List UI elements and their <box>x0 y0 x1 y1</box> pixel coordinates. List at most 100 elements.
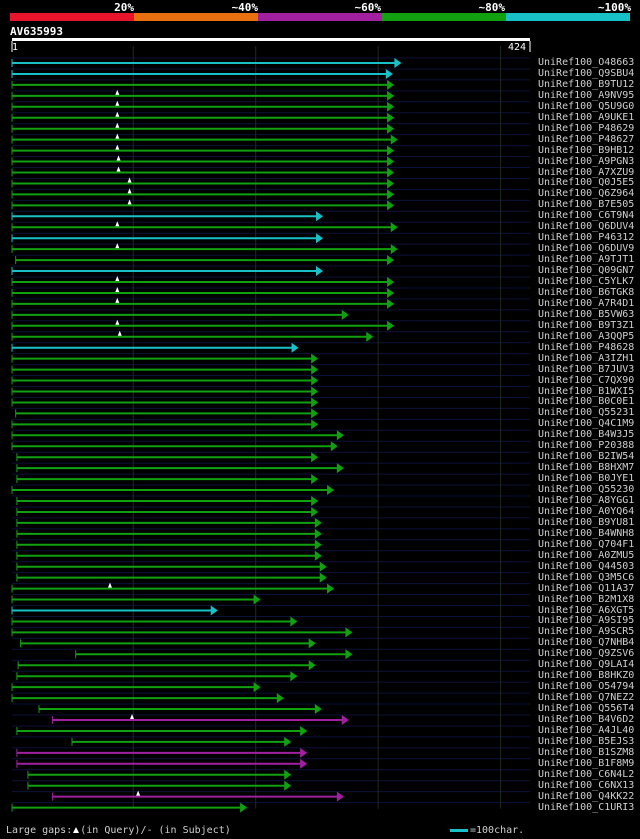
hit-label[interactable]: UniRef100_A8YGG1 <box>538 495 635 506</box>
hit-label[interactable]: UniRef100_Q6DUV9 <box>538 243 635 255</box>
query-gap-marker <box>127 188 132 194</box>
hit-label[interactable]: UniRef100_A9SI95 <box>538 615 635 627</box>
hit-arrow-head <box>327 583 335 594</box>
hit-label[interactable]: UniRef100_A3IZH1 <box>538 352 635 364</box>
hit-label[interactable]: UniRef100_Q7NHB4 <box>538 637 635 649</box>
band-color-40 <box>134 13 258 21</box>
hit-label[interactable]: UniRef100_Q55231 <box>538 407 635 419</box>
hit-label[interactable]: UniRef100_A9UKE1 <box>538 111 635 123</box>
band-color-60 <box>258 13 382 21</box>
hit-label[interactable]: UniRef100_Q55230 <box>538 484 635 496</box>
hit-label[interactable]: UniRef100_Q44503 <box>538 560 635 572</box>
hit-label[interactable]: UniRef100_Q3M5C6 <box>538 571 635 583</box>
band-label-80: ~80% <box>478 1 506 14</box>
query-gap-marker <box>130 714 135 719</box>
hit-label[interactable]: UniRef100_B0C0E1 <box>538 396 635 408</box>
hit-label[interactable]: UniRef100_B4W3J5 <box>538 429 635 441</box>
hit-label[interactable]: UniRef100_Q7NEZ2 <box>538 692 635 704</box>
hit-label[interactable]: UniRef100_C6NX13 <box>538 779 635 791</box>
hit-arrow-head <box>316 233 324 244</box>
query-gap-marker <box>115 243 120 249</box>
hit-arrow-head <box>387 123 395 134</box>
hit-label[interactable]: UniRef100_Q6Z964 <box>538 188 635 200</box>
hit-label[interactable]: UniRef100_B9HB12 <box>538 144 635 156</box>
hit-arrow-head <box>316 266 324 277</box>
hit-label[interactable]: UniRef100_A9PGN3 <box>538 155 635 167</box>
hit-label[interactable]: UniRef100_Q09GN7 <box>538 265 635 277</box>
hit-label[interactable]: UniRef100_Q11A37 <box>538 582 635 594</box>
hit-label[interactable]: UniRef100_C5YLK7 <box>538 276 635 287</box>
hit-arrow-head <box>336 430 344 441</box>
hit-label[interactable]: UniRef100_A9TJT1 <box>538 254 635 266</box>
hit-arrow-head <box>387 320 395 331</box>
hit-label[interactable]: UniRef100_Q704F1 <box>538 538 635 550</box>
hit-label[interactable]: UniRef100_P48629 <box>538 122 635 134</box>
hit-label[interactable]: UniRef100_B2M1X8 <box>538 593 635 605</box>
hit-label[interactable]: UniRef100_A7R4D1 <box>538 297 635 309</box>
hit-label[interactable]: UniRef100_P48627 <box>538 133 635 145</box>
hit-arrow-head <box>390 222 398 233</box>
hit-label[interactable]: UniRef100_B1WXI5 <box>538 385 635 397</box>
hit-arrow-head <box>387 178 395 189</box>
hit-label[interactable]: UniRef100_B5EJS3 <box>538 735 635 747</box>
hit-label[interactable]: UniRef100_O48663 <box>538 57 635 68</box>
hit-label[interactable]: UniRef100_A7XZU9 <box>538 166 635 178</box>
hit-label[interactable]: UniRef100_A3QQP5 <box>538 330 635 342</box>
hit-arrow-head <box>210 605 218 616</box>
hit-label[interactable]: UniRef100_B7JUV3 <box>538 363 635 375</box>
hit-label[interactable]: UniRef100_A9SCR5 <box>538 626 635 638</box>
hit-label[interactable]: UniRef100_B0JYE1 <box>538 473 635 485</box>
hit-label[interactable]: UniRef100_B9YU81 <box>538 516 635 528</box>
hit-label[interactable]: UniRef100_B9TU12 <box>538 78 635 90</box>
hit-label[interactable]: UniRef100_B1SZM8 <box>538 746 635 758</box>
gaps-legend: Large gaps: (in Query)/- (in Subject) <box>6 825 231 836</box>
query-scale-end: 424 <box>508 42 527 53</box>
hit-arrow-head <box>311 397 319 408</box>
hit-label[interactable]: UniRef100_P20388 <box>538 440 635 452</box>
hit-label[interactable]: UniRef100_Q556T4 <box>538 703 635 715</box>
hit-label[interactable]: UniRef100_C1URI3 <box>538 801 635 813</box>
query-gap-marker <box>115 286 120 292</box>
hit-label[interactable]: UniRef100_P48628 <box>538 341 635 353</box>
hit-label[interactable]: UniRef100_Q4KK22 <box>538 790 635 802</box>
hit-label[interactable]: UniRef100_Q5U9G0 <box>538 100 635 112</box>
hit-label[interactable]: UniRef100_B9T3Z1 <box>538 319 635 331</box>
hit-label[interactable]: UniRef100_O54794 <box>538 681 635 693</box>
hit-label[interactable]: UniRef100_A6XGT5 <box>538 604 635 616</box>
hit-label[interactable]: UniRef100_B6TGK8 <box>538 286 635 298</box>
hit-label[interactable]: UniRef100_B2IW54 <box>538 451 635 463</box>
hit-label[interactable]: UniRef100_B7E505 <box>538 199 635 211</box>
hit-label[interactable]: UniRef100_C7QX90 <box>538 374 635 386</box>
hit-label[interactable]: UniRef100_Q6DUV4 <box>538 221 635 233</box>
hit-label[interactable]: UniRef100_C6N4L2 <box>538 768 635 780</box>
hit-label[interactable]: UniRef100_Q0J5E5 <box>538 177 635 189</box>
hit-label[interactable]: UniRef100_A9NV95 <box>538 89 635 101</box>
hit-arrow-head <box>387 167 395 178</box>
hit-label[interactable]: UniRef100_Q9LAI4 <box>538 659 635 671</box>
hit-arrow-head <box>253 594 261 605</box>
hit-label[interactable]: UniRef100_Q9ZSV6 <box>538 648 635 660</box>
hit-arrow-head <box>390 244 398 255</box>
hit-label[interactable]: UniRef100_A4JL40 <box>538 724 635 736</box>
hit-label[interactable]: UniRef100_A0ZMU5 <box>538 549 635 561</box>
gaps-query-text: (in Query)/ <box>80 825 147 836</box>
hit-label[interactable]: UniRef100_B4V6D2 <box>538 714 635 725</box>
hit-label[interactable]: UniRef100_B8HXM7 <box>538 462 635 474</box>
hit-label[interactable]: UniRef100_Q4C1M9 <box>538 418 635 430</box>
hit-label[interactable]: UniRef100_C6T9N4 <box>538 210 635 222</box>
hit-arrow-head <box>284 769 292 780</box>
hit-label[interactable]: UniRef100_B5VW63 <box>538 308 635 320</box>
hit-label[interactable]: UniRef100_B1F8M9 <box>538 757 635 769</box>
hit-label[interactable]: UniRef100_B8HKZ0 <box>538 670 635 682</box>
hit-label[interactable]: UniRef100_A0YQ64 <box>538 505 635 517</box>
hit-arrow-head <box>308 638 316 649</box>
hit-arrow-head <box>240 802 248 813</box>
hit-arrow-head <box>387 287 395 298</box>
hit-label[interactable]: UniRef100_P46312 <box>538 232 635 244</box>
scale-legend-text: =100char. <box>470 825 525 836</box>
scale-legend-swatch <box>450 828 468 832</box>
hit-arrow-head <box>394 58 402 68</box>
band-label-40: ~40% <box>231 1 259 14</box>
hit-label[interactable]: UniRef100_B4WNH8 <box>538 527 635 539</box>
hit-label[interactable]: UniRef100_Q9SBU4 <box>538 67 635 79</box>
